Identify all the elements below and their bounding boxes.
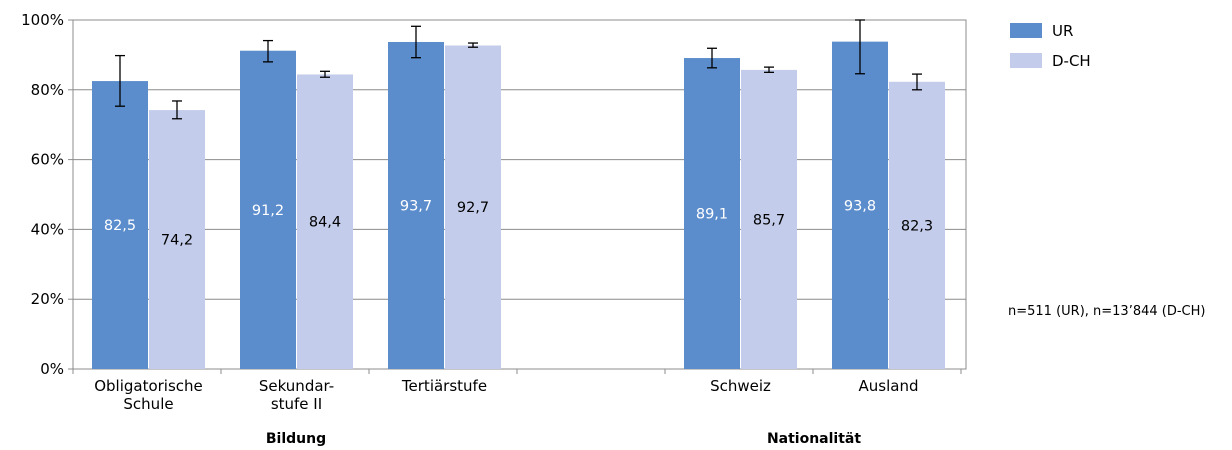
x-category-label: stufe II — [271, 395, 322, 413]
y-tick-label: 20% — [31, 290, 64, 308]
legend-label-d-ch: D-CH — [1052, 52, 1091, 70]
legend-swatch-d-ch — [1010, 53, 1042, 68]
bar-d-ch — [149, 110, 205, 370]
data-label: 84,4 — [309, 215, 341, 231]
legend-swatch-ur — [1010, 23, 1042, 38]
x-group-label: Bildung — [266, 431, 326, 447]
y-tick-label: 60% — [31, 151, 64, 169]
data-label: 93,8 — [844, 198, 876, 214]
x-category-label: Schule — [123, 395, 173, 413]
y-tick-label: 80% — [31, 81, 64, 99]
bar-ur — [684, 58, 740, 369]
bar-ur — [240, 50, 296, 369]
data-label: 92,7 — [457, 200, 489, 216]
y-tick-label: 0% — [40, 360, 64, 378]
bar-ur — [832, 41, 888, 369]
data-label: 82,3 — [901, 218, 933, 234]
sample-size-note: n=511 (UR), n=13’844 (D-CH) — [1008, 304, 1205, 319]
data-label: 89,1 — [696, 207, 728, 223]
y-tick-label: 40% — [31, 220, 64, 238]
y-tick-label: 100% — [21, 11, 64, 29]
x-category-label: Obligatorische — [94, 377, 203, 395]
x-category-label: Sekundar- — [259, 377, 334, 395]
data-label: 93,7 — [400, 198, 432, 214]
plot-area — [72, 19, 967, 370]
x-category-label: Tertiärstufe — [401, 377, 487, 395]
data-label: 91,2 — [252, 203, 284, 219]
data-label: 85,7 — [753, 212, 785, 228]
x-category-label: Ausland — [859, 377, 919, 395]
bar-d-ch — [889, 81, 945, 369]
x-category-label: Schweiz — [710, 377, 771, 395]
data-label: 82,5 — [104, 218, 136, 234]
legend-label-ur: UR — [1052, 22, 1073, 40]
bar-ur — [388, 41, 444, 369]
bar-d-ch — [741, 69, 797, 370]
bar-ur — [92, 81, 148, 369]
bar-d-ch — [297, 74, 353, 369]
data-label: 74,2 — [161, 233, 193, 249]
bar-d-ch — [445, 45, 501, 370]
x-group-label: Nationalität — [767, 431, 861, 447]
